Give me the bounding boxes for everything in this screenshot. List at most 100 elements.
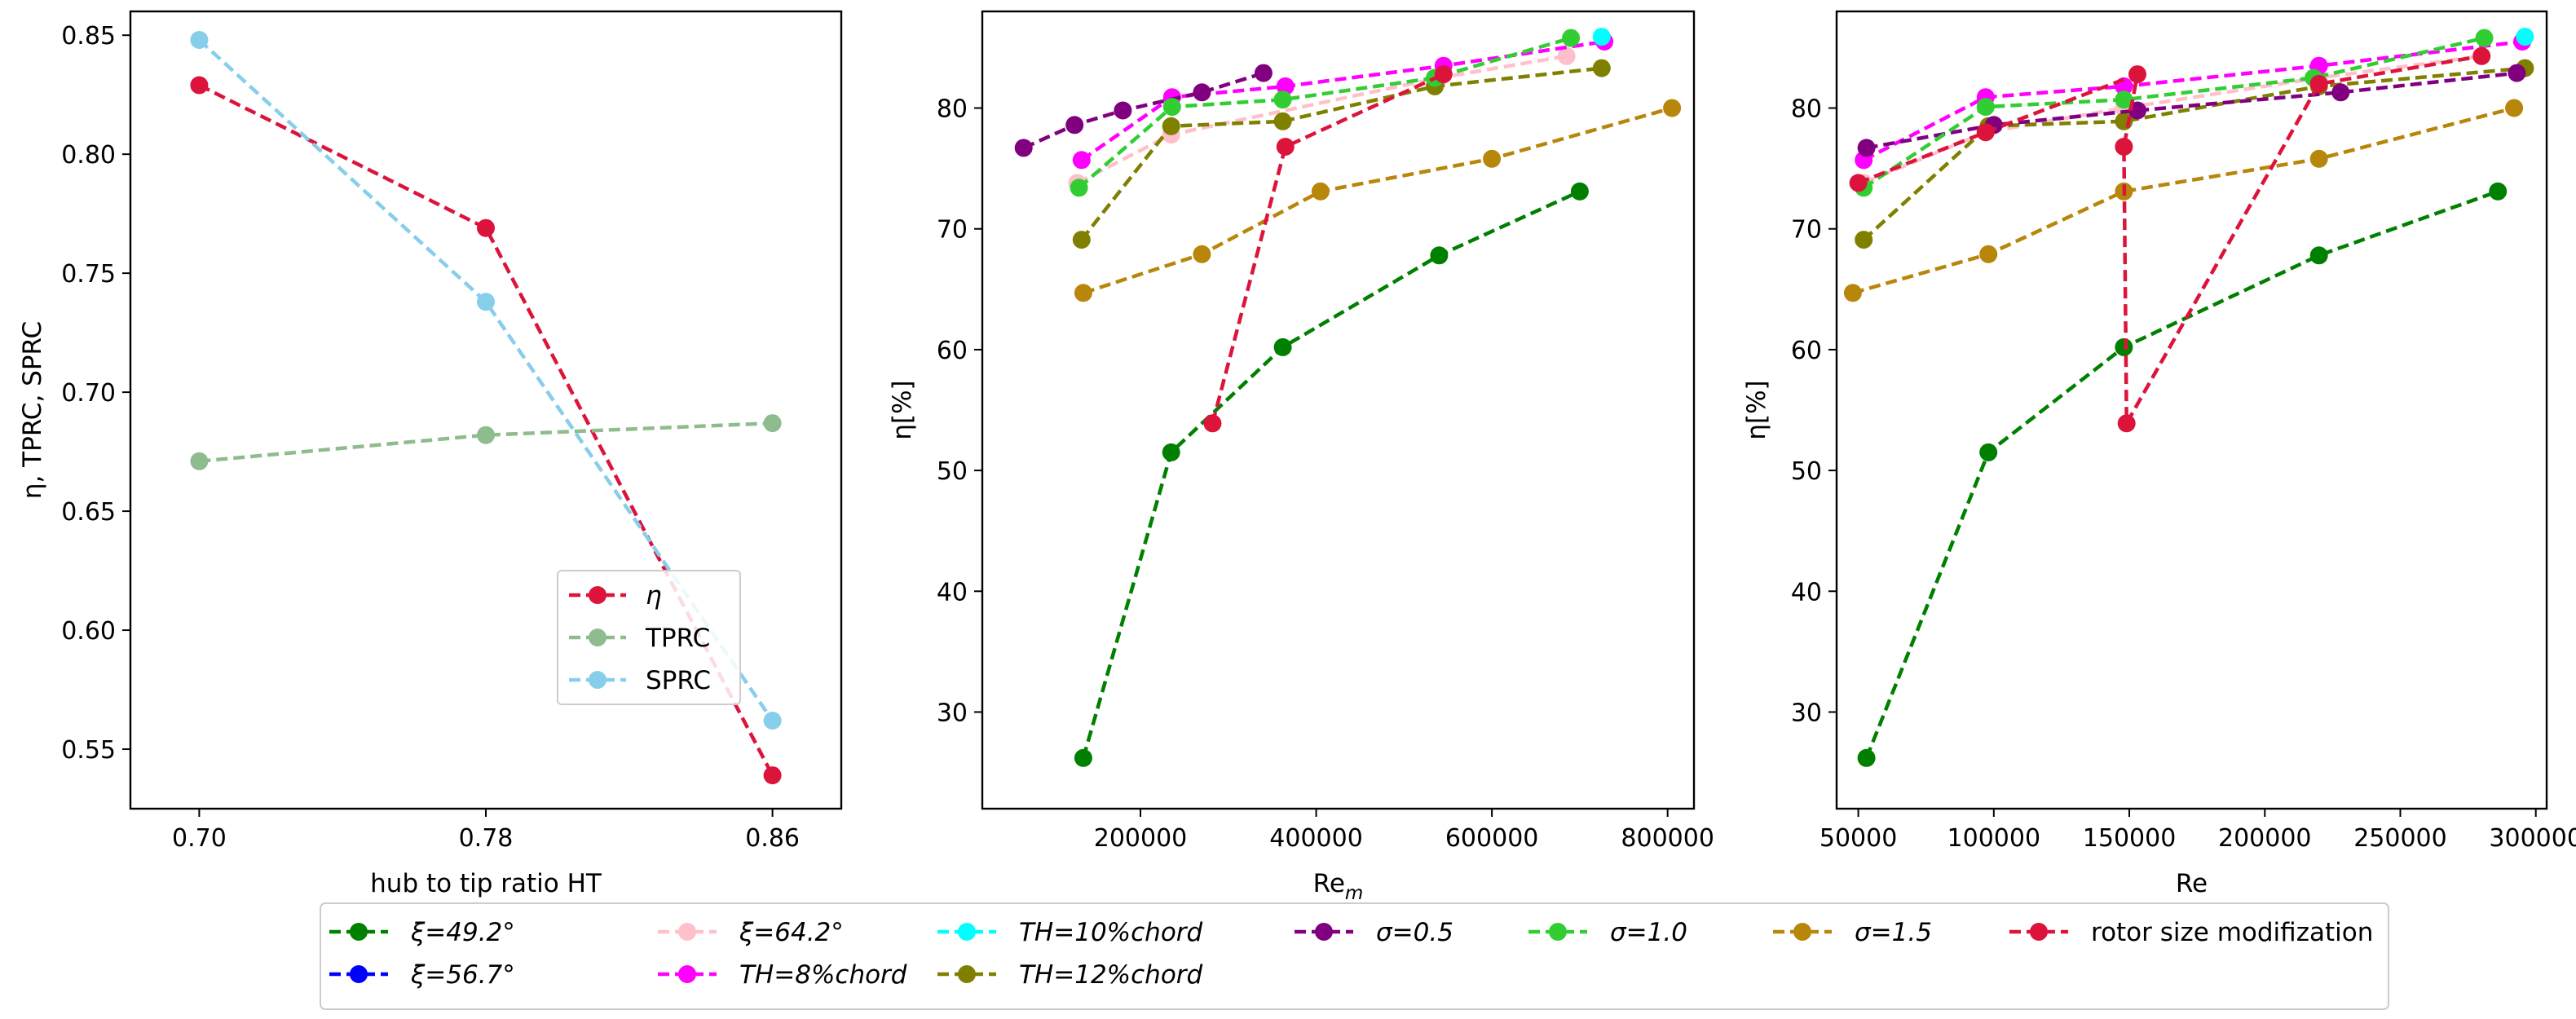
- data-point: [477, 218, 495, 237]
- y-tick-label: 70: [937, 216, 968, 245]
- series-item: [190, 76, 782, 785]
- legend-marker: [589, 671, 607, 689]
- data-point: [763, 414, 782, 433]
- data-point: [477, 293, 495, 311]
- series-rotor-size-modifization: [1849, 46, 2491, 433]
- data-point: [2505, 99, 2524, 117]
- x-axis-label: Rem: [1313, 869, 1364, 904]
- y-tick-label: 50: [937, 457, 968, 486]
- bottom-legend: ξ=49.2° ξ=64.2° TH=10%chord σ=0.5 σ=1.0 σ=1.5…: [320, 902, 2389, 1010]
- bottom-legend-entry-0-5: σ=0.5: [1295, 918, 1453, 947]
- data-point: [1570, 182, 1589, 201]
- data-point: [1276, 77, 1295, 95]
- data-point: [763, 712, 782, 730]
- legend-entry-tprc: TPRC: [569, 624, 710, 653]
- data-point: [477, 426, 495, 444]
- x-axis-label: Re: [2176, 869, 2208, 898]
- legend-label: SPRC: [646, 666, 711, 695]
- data-point: [1843, 284, 1862, 302]
- data-point: [2117, 414, 2136, 433]
- data-point: [1849, 174, 1868, 192]
- x-tick-label: 250000: [2353, 824, 2447, 853]
- legend-marker: [1549, 923, 1567, 941]
- data-point: [1855, 231, 1873, 249]
- legend-label: ξ=64.2°: [739, 918, 844, 947]
- legend-label: TH=8%chord: [739, 960, 907, 990]
- axes-frame: [981, 10, 1696, 810]
- data-point: [1592, 59, 1611, 77]
- legend-label: TH=10%chord: [1019, 918, 1203, 947]
- y-tick-label: 30: [1791, 699, 1822, 727]
- series-tprc: [190, 414, 782, 470]
- data-point: [2489, 182, 2508, 201]
- legend-label: η: [646, 581, 662, 611]
- x-axis-label-sub: m: [1345, 883, 1363, 904]
- data-point: [1070, 179, 1088, 197]
- x-tick-label: 200000: [2218, 824, 2312, 853]
- data-point: [1857, 748, 1876, 767]
- y-tick-label: 0.70: [61, 379, 116, 408]
- series-th-12-chord: [1072, 59, 1611, 249]
- data-point: [1276, 138, 1295, 156]
- legend-label: σ=1.0: [1610, 918, 1687, 947]
- data-point: [1592, 28, 1611, 46]
- x-tick-label: 800000: [1621, 824, 1714, 853]
- data-point: [1663, 99, 1682, 117]
- legend-marker: [678, 923, 696, 941]
- legend-marker: [350, 965, 368, 983]
- x-tick-label: 0.78: [459, 824, 514, 853]
- data-point: [2128, 65, 2146, 84]
- data-point: [1072, 231, 1091, 249]
- data-point: [1976, 98, 1995, 117]
- data-point: [190, 452, 209, 470]
- panel-rem: 200000 400000 600000 800000 30 40 50 60 70 80 Rem η…: [888, 10, 1714, 904]
- y-tick-label: 80: [1791, 95, 1822, 124]
- series-line: [198, 83, 774, 777]
- series-th-10-chord: [1592, 28, 1611, 46]
- data-point: [1557, 46, 1576, 65]
- data-point: [1162, 117, 1180, 135]
- x-tick-label: 600000: [1445, 824, 1539, 853]
- legend-label: ξ=56.7°: [410, 960, 515, 990]
- data-point: [1979, 443, 1998, 461]
- legend-marker: [958, 923, 976, 941]
- series-49-2: [1074, 182, 1589, 767]
- legend-marker: [589, 629, 607, 646]
- legend-marker: [350, 923, 368, 941]
- y-tick-label: 60: [937, 337, 968, 365]
- y-tick-label: 0.60: [61, 617, 116, 646]
- data-point: [2475, 29, 2494, 47]
- y-tick-label: 80: [937, 95, 968, 124]
- y-tick-label: 60: [1791, 337, 1822, 365]
- series-0-5: [1014, 64, 1273, 157]
- data-point: [1074, 284, 1092, 302]
- series-rotor-size-modifization: [1203, 65, 1453, 433]
- x-tick-label: 0.86: [745, 824, 800, 853]
- bottom-legend-entry-49-2: ξ=49.2°: [329, 918, 515, 947]
- x-tick-label: 150000: [2083, 824, 2177, 853]
- bottom-legend-entry-th-12-chord: TH=12%chord: [937, 960, 1203, 990]
- data-point: [1311, 182, 1330, 201]
- y-tick-label: 40: [937, 578, 968, 607]
- data-point: [2508, 64, 2526, 82]
- legend-marker: [1793, 923, 1811, 941]
- y-tick-label: 0.75: [61, 260, 116, 289]
- legend-label: σ=0.5: [1376, 918, 1453, 947]
- data-point: [2331, 83, 2350, 102]
- x-tick-label: 200000: [1094, 824, 1188, 853]
- data-point: [1065, 116, 1084, 135]
- x-tick-label: 300000: [2489, 824, 2576, 853]
- data-point: [1434, 65, 1453, 84]
- bottom-legend-entry-rotor-size-modifization: rotor size modifization: [2009, 918, 2373, 947]
- y-tick-label: 40: [1791, 578, 1822, 607]
- data-point: [1273, 337, 1292, 356]
- legend-label: σ=1.5: [1855, 918, 1932, 947]
- data-point: [1857, 139, 1876, 157]
- data-point: [190, 31, 209, 49]
- data-point: [2309, 74, 2328, 93]
- legend-label: rotor size modifization: [2091, 918, 2373, 947]
- data-point: [2115, 337, 2133, 356]
- y-tick-label: 30: [937, 699, 968, 727]
- data-point: [1203, 414, 1222, 433]
